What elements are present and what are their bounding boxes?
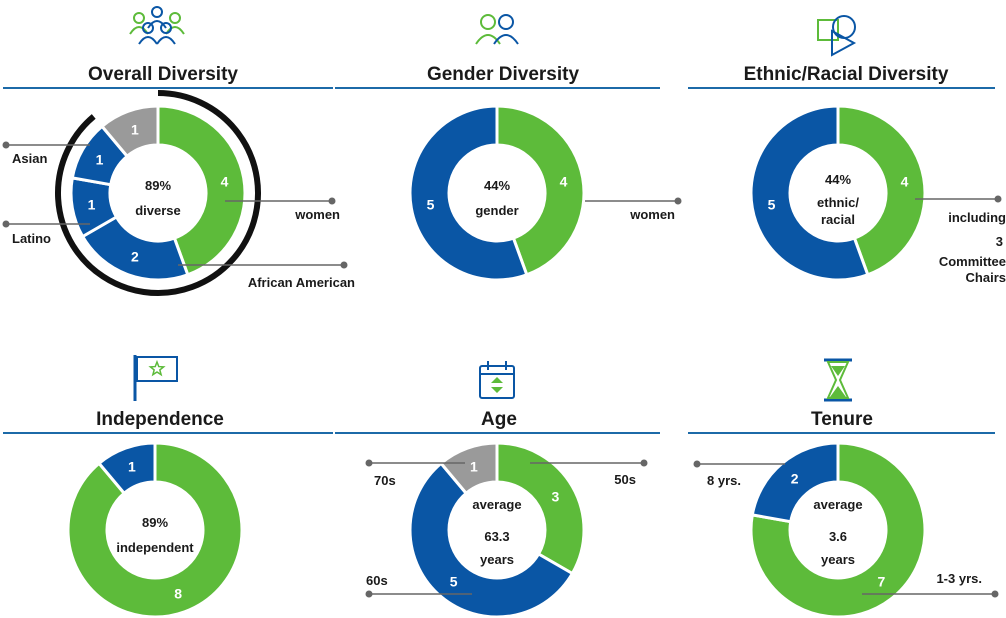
slice-value-label: 2 xyxy=(131,248,139,264)
center-value: 89% xyxy=(142,515,168,530)
callout-dot xyxy=(2,141,10,149)
callout-dot xyxy=(640,459,648,467)
center-caption: independent xyxy=(116,540,194,555)
center-value: 63.3 xyxy=(484,529,509,544)
center-value: 44% xyxy=(484,178,510,193)
callout-label: Committee xyxy=(939,254,1006,269)
chart-gender: Gender Diversity 4 5 44% gender women xyxy=(335,14,682,282)
slice xyxy=(408,104,529,282)
slice xyxy=(438,441,499,496)
callout-label: including xyxy=(948,210,1006,225)
slice-value-label: 5 xyxy=(427,197,435,213)
slice xyxy=(749,441,927,618)
callout-dot xyxy=(365,590,373,598)
slice-value-label: 1 xyxy=(131,122,139,138)
callout-label: Chairs xyxy=(966,270,1006,285)
chart-title: Independence xyxy=(96,409,224,430)
callout-label: 60s xyxy=(366,573,388,588)
slice-value-label: 7 xyxy=(877,574,885,590)
center-caption: years xyxy=(480,552,514,567)
chart-title: Overall Diversity xyxy=(88,64,238,85)
callout-label: Latino xyxy=(12,231,51,246)
slice-value-label: 2 xyxy=(791,470,799,486)
slice xyxy=(495,441,586,576)
center-value: 89% xyxy=(145,178,171,193)
center-caption: years xyxy=(821,552,855,567)
slice-value-label: 5 xyxy=(768,197,776,213)
chart-title: Ethnic/Racial Diversity xyxy=(744,64,949,85)
center-caption: ethnic/ xyxy=(817,195,859,210)
chart-ethnic: Ethnic/Racial Diversity 4 5 44% ethnic/racia… xyxy=(688,15,1006,285)
callout-dot xyxy=(2,220,10,228)
outer-ring xyxy=(55,90,261,296)
center-value: 44% xyxy=(825,172,851,187)
slice xyxy=(408,461,575,618)
center-caption: average xyxy=(813,497,862,512)
slice xyxy=(836,104,927,277)
center-value: 3.6 xyxy=(829,529,847,544)
chart-overall: Overall Diversity 4 2 1 1 1 89% diverse women Afr… xyxy=(2,6,355,296)
slice-value-label: 1 xyxy=(128,459,136,475)
center-caption: diverse xyxy=(135,203,181,218)
callout-label: 3 xyxy=(996,234,1003,249)
callout-dot xyxy=(693,460,701,468)
chart-tenure: Tenure 7 2 average 3.6 years 1-3 yrs. 8 yrs. xyxy=(688,358,999,618)
slice-value-label: 4 xyxy=(221,173,229,189)
slice xyxy=(99,104,160,159)
callout-label: 50s xyxy=(614,472,636,487)
callout-label: 70s xyxy=(374,473,396,488)
callout-label: women xyxy=(294,207,340,222)
slice xyxy=(749,104,870,282)
slice-value-label: 8 xyxy=(174,585,182,601)
slice-value-label: 4 xyxy=(560,173,568,189)
callout-dot xyxy=(994,195,1002,203)
hourglass-icon xyxy=(824,358,852,402)
callout-dot xyxy=(365,459,373,467)
callout-label: African American xyxy=(248,275,355,290)
center-caption: racial xyxy=(821,212,855,227)
callout-label: women xyxy=(629,207,675,222)
chart-independence: Independence 8 1 89% independent xyxy=(3,355,333,618)
callout-dot xyxy=(340,261,348,269)
center-caption: average xyxy=(472,497,521,512)
callout-dot xyxy=(991,590,999,598)
center-caption: gender xyxy=(475,203,518,218)
slice-value-label: 5 xyxy=(450,574,458,590)
callout-label: 1-3 yrs. xyxy=(936,571,982,586)
callout-dot xyxy=(328,197,336,205)
callout-dot xyxy=(674,197,682,205)
people-group-icon xyxy=(129,6,185,45)
slice-value-label: 1 xyxy=(88,197,96,213)
calendar-icon xyxy=(479,361,515,399)
slice xyxy=(750,441,840,524)
slice xyxy=(96,441,157,496)
slice-value-label: 1 xyxy=(96,151,104,167)
shapes-icon xyxy=(817,15,857,57)
slice xyxy=(66,441,244,618)
chart-title: Tenure xyxy=(811,409,873,430)
slice-value-label: 4 xyxy=(901,173,909,189)
slice xyxy=(495,104,586,277)
slice-value-label: 1 xyxy=(470,459,478,475)
chart-title: Age xyxy=(481,409,517,430)
slice xyxy=(156,104,247,277)
chart-age: Age 3 5 1 average 63.3 years 50s 60s 70s xyxy=(335,361,660,618)
slice-value-label: 3 xyxy=(552,488,560,504)
two-people-icon xyxy=(475,14,519,45)
callout-label: 8 yrs. xyxy=(707,473,741,488)
callout-label: Asian xyxy=(12,151,47,166)
chart-title: Gender Diversity xyxy=(427,64,579,85)
flag-star-icon xyxy=(133,355,178,401)
